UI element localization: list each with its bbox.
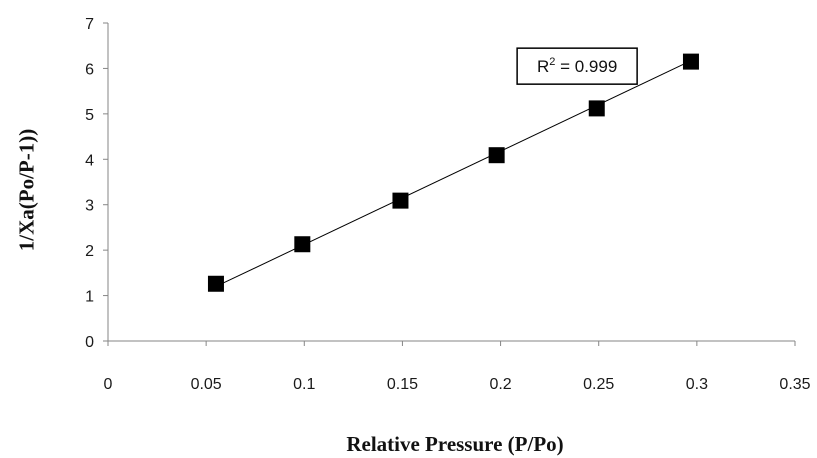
x-axis-title: Relative Pressure (P/Po) [346, 432, 563, 456]
x-tick-label: 0.2 [489, 376, 511, 393]
x-tick-label: 0 [104, 376, 113, 393]
y-tick-label: 6 [85, 61, 94, 78]
y-tick-label: 5 [85, 107, 94, 124]
tick-labels: 0 1 2 3 4 5 6 7 0 0.05 0.1 0.15 0.2 0.25 0.3 0.35 [85, 16, 811, 393]
r-squared-annotation: R2 = 0.999 [516, 47, 638, 85]
x-tick-label: 0.25 [583, 376, 614, 393]
r-squared-box [516, 47, 638, 85]
data-point [392, 192, 409, 209]
axes [103, 22, 796, 346]
y-tick-label: 2 [85, 243, 94, 260]
data-point [294, 236, 311, 253]
y-tick-label: 0 [85, 334, 94, 351]
y-tick-label: 1 [85, 289, 94, 306]
data-point [588, 100, 605, 117]
x-tick-label: 0.35 [779, 376, 810, 393]
x-tick-label: 0.05 [191, 376, 222, 393]
x-tick-label: 0.3 [686, 376, 708, 393]
y-tick-label: 7 [85, 16, 94, 33]
r-squared-label: R2 = 0.999 [537, 56, 617, 76]
data-point [207, 275, 224, 292]
data-point [488, 147, 505, 164]
trendline [215, 60, 692, 287]
y-tick-label: 4 [85, 152, 94, 169]
y-tick-label: 3 [85, 198, 94, 215]
data-points [207, 53, 699, 292]
y-axis-title: 1/Xa(Po/P-1)) [14, 129, 38, 251]
x-tick-label: 0.15 [387, 376, 418, 393]
x-tick-label: 0.1 [293, 376, 315, 393]
trendline-layer [215, 60, 692, 287]
data-point [682, 53, 699, 70]
